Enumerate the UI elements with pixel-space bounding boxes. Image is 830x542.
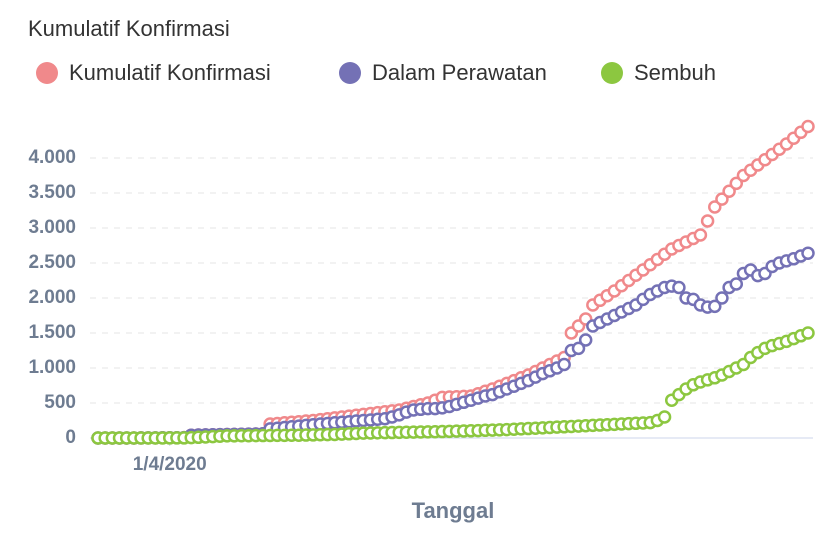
y-tick-label: 0	[65, 427, 76, 448]
y-tick-label: 3.000	[28, 217, 76, 238]
y-tick-label: 500	[44, 392, 76, 413]
x-axis-title: Tanggal	[412, 498, 495, 523]
data-point	[729, 277, 744, 291]
legend-marker	[36, 62, 58, 84]
data-point	[693, 228, 708, 242]
legend-marker	[339, 62, 361, 84]
data-point	[578, 333, 593, 347]
chart-title: Kumulatif Konfirmasi	[28, 16, 230, 41]
data-point	[571, 341, 586, 356]
y-tick-label: 4.000	[28, 147, 76, 168]
data-point	[801, 326, 815, 340]
legend-label: Sembuh	[634, 60, 716, 85]
data-point	[722, 184, 736, 198]
data-point	[557, 357, 571, 372]
data-point	[708, 200, 722, 214]
y-tick-label: 1.500	[28, 322, 76, 343]
data-point	[708, 299, 722, 314]
x-tick-label: 1/4/2020	[133, 454, 207, 475]
data-point	[715, 291, 729, 305]
legend-label: Dalam Perawatan	[372, 60, 547, 85]
y-tick-label: 2.500	[28, 252, 76, 273]
legend-marker	[601, 62, 623, 84]
data-point	[801, 246, 815, 260]
y-tick-label: 2.000	[28, 287, 76, 308]
data-point	[801, 119, 815, 134]
y-tick-label: 3.500	[28, 182, 76, 203]
data-point	[700, 214, 715, 228]
data-point	[657, 410, 672, 424]
data-point	[672, 280, 686, 295]
y-tick-label: 1.000	[28, 357, 76, 378]
legend-label: Kumulatif Konfirmasi	[69, 60, 271, 85]
